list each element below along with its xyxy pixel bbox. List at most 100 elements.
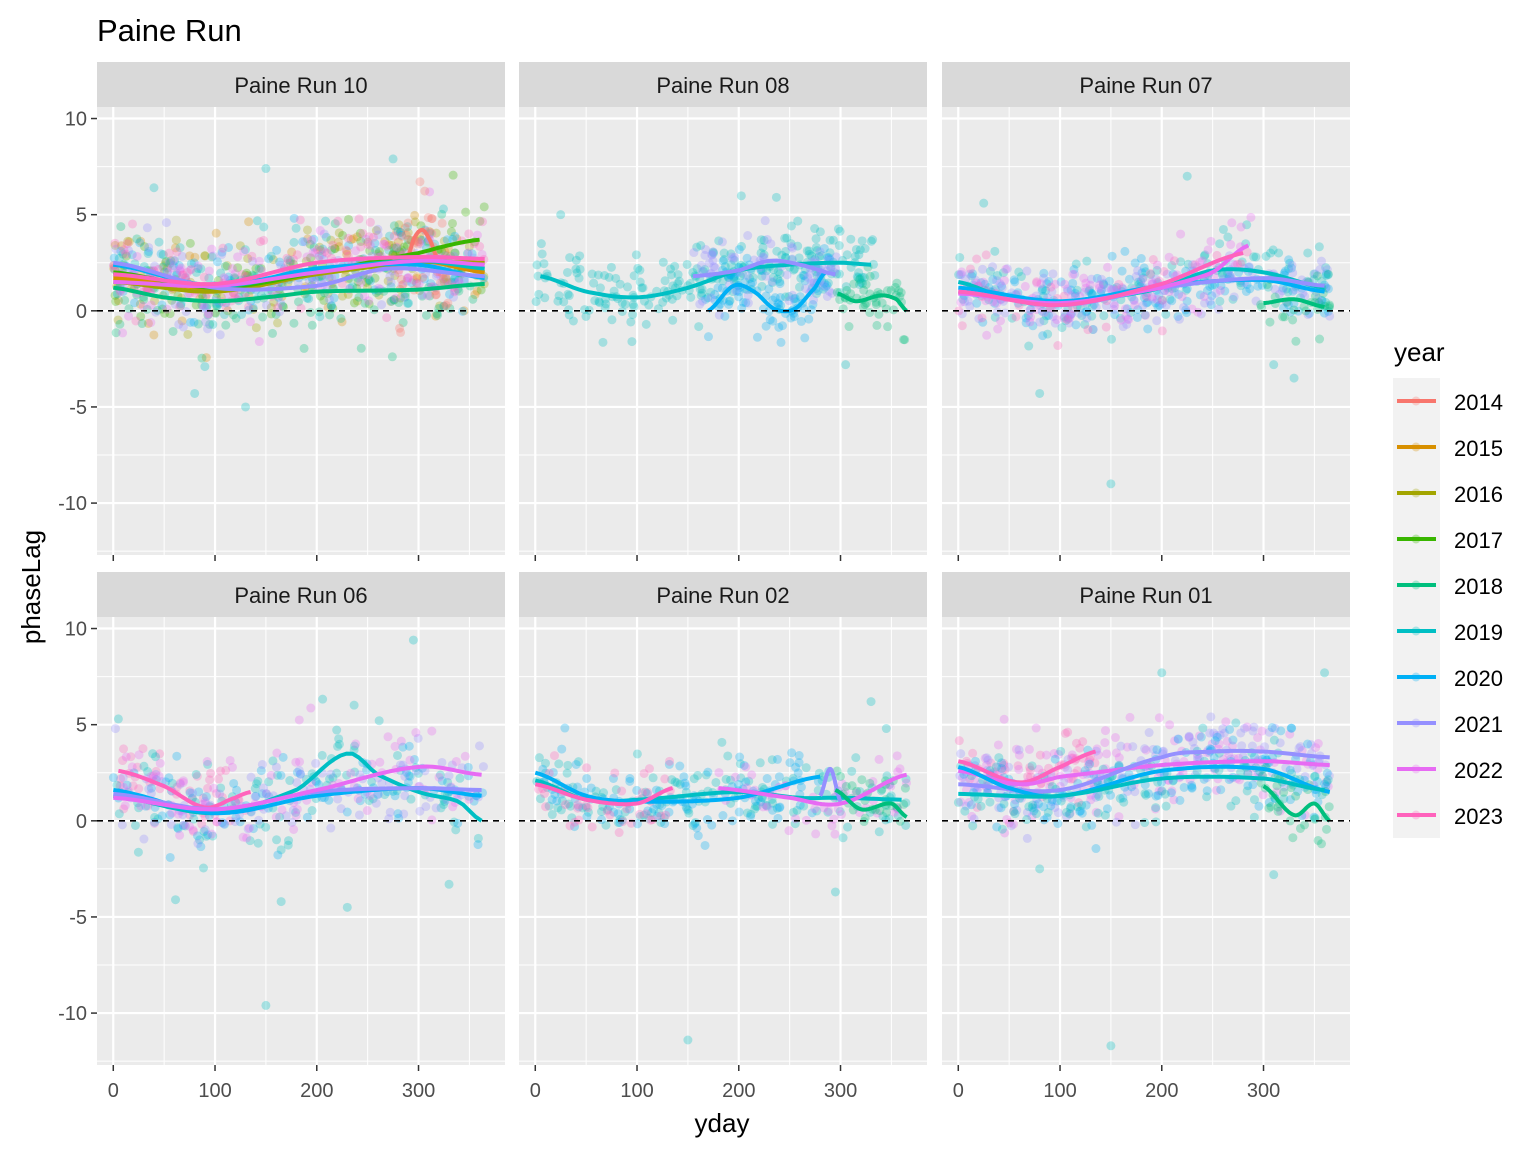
data-point-2019 bbox=[1314, 242, 1324, 252]
data-point-2017 bbox=[479, 202, 489, 212]
data-point-2019 bbox=[594, 296, 604, 306]
data-point-2021 bbox=[995, 279, 1005, 289]
data-point-2021 bbox=[326, 823, 336, 833]
data-point-2019 bbox=[308, 275, 318, 285]
data-point-2019 bbox=[659, 813, 669, 823]
data-point-2014 bbox=[431, 290, 441, 300]
data-point-2020 bbox=[453, 818, 463, 828]
data-point-2015 bbox=[348, 234, 358, 244]
data-point-2017 bbox=[461, 207, 471, 217]
data-point-2020 bbox=[756, 797, 766, 807]
data-point-2022 bbox=[1052, 315, 1062, 325]
data-point-2021 bbox=[185, 265, 195, 275]
data-point-2020 bbox=[1137, 268, 1147, 278]
data-point-2022 bbox=[209, 783, 219, 793]
data-point-2023 bbox=[134, 784, 144, 794]
data-point-2021 bbox=[1248, 726, 1258, 736]
data-point-2017 bbox=[140, 242, 150, 252]
data-point-2022 bbox=[1195, 257, 1205, 267]
outlier-point bbox=[113, 714, 123, 724]
data-point-2020 bbox=[800, 276, 810, 286]
data-point-2019 bbox=[967, 271, 977, 281]
data-point-2018 bbox=[161, 256, 171, 266]
data-point-2018 bbox=[289, 318, 299, 328]
data-point-2019 bbox=[793, 216, 803, 226]
data-point-2017 bbox=[475, 216, 485, 226]
data-point-2019 bbox=[599, 788, 609, 798]
data-point-2019 bbox=[1281, 284, 1291, 294]
data-point-2020 bbox=[572, 782, 582, 792]
data-point-2020 bbox=[1167, 296, 1177, 306]
data-point-2020 bbox=[1042, 279, 1052, 289]
data-point-2018 bbox=[1324, 301, 1334, 311]
data-point-2019 bbox=[777, 250, 787, 260]
data-point-2020 bbox=[1071, 320, 1081, 330]
data-point-2022 bbox=[351, 739, 361, 749]
data-point-2019 bbox=[762, 801, 772, 811]
data-point-2021 bbox=[1152, 316, 1162, 326]
data-point-2019 bbox=[773, 266, 783, 276]
data-point-2023 bbox=[138, 744, 148, 754]
data-point-2023 bbox=[1025, 762, 1035, 772]
data-point-2019 bbox=[635, 811, 645, 821]
data-point-2022 bbox=[1068, 269, 1078, 279]
data-point-2019 bbox=[439, 800, 449, 810]
data-point-2022 bbox=[1228, 741, 1238, 751]
data-point-2020 bbox=[707, 820, 717, 830]
data-point-2020 bbox=[693, 831, 703, 841]
data-point-2022 bbox=[233, 252, 243, 262]
data-point-2018 bbox=[852, 786, 862, 796]
data-point-2018 bbox=[899, 799, 909, 809]
data-point-2019 bbox=[762, 266, 772, 276]
data-point-2021 bbox=[1131, 271, 1141, 281]
data-point-2022 bbox=[993, 324, 1003, 334]
data-point-2021 bbox=[139, 834, 149, 844]
data-point-2018 bbox=[285, 256, 295, 266]
data-point-2018 bbox=[364, 274, 374, 284]
data-point-2019 bbox=[623, 282, 633, 292]
data-point-2020 bbox=[1076, 806, 1086, 816]
data-point-2019 bbox=[1024, 802, 1034, 812]
data-point-2019 bbox=[1115, 793, 1125, 803]
facet-strip bbox=[942, 62, 1350, 107]
data-point-2020 bbox=[1120, 246, 1130, 256]
data-point-2021 bbox=[201, 317, 211, 327]
data-point-2021 bbox=[1184, 731, 1194, 741]
data-point-2020 bbox=[1168, 269, 1178, 279]
data-point-2019 bbox=[564, 799, 574, 809]
data-point-2020 bbox=[1321, 269, 1331, 279]
data-point-2020 bbox=[289, 213, 299, 223]
data-point-2022 bbox=[1000, 828, 1010, 838]
data-point-2020 bbox=[738, 297, 748, 307]
data-point-2022 bbox=[1100, 726, 1110, 736]
data-point-2019 bbox=[847, 766, 857, 776]
data-point-2019 bbox=[729, 273, 739, 283]
data-point-2020 bbox=[560, 723, 570, 733]
data-point-2021 bbox=[1240, 723, 1250, 733]
data-point-2018 bbox=[1312, 271, 1322, 281]
data-point-2018 bbox=[859, 285, 869, 295]
data-point-2016 bbox=[171, 235, 181, 245]
data-point-2018 bbox=[325, 310, 335, 320]
data-point-2023 bbox=[197, 819, 207, 829]
data-point-2019 bbox=[565, 253, 575, 263]
data-point-2020 bbox=[450, 231, 460, 241]
data-point-2019 bbox=[1223, 232, 1233, 242]
data-point-2019 bbox=[1157, 295, 1167, 305]
data-point-2022 bbox=[391, 293, 401, 303]
data-point-2015 bbox=[114, 296, 124, 306]
data-point-2020 bbox=[1303, 739, 1313, 749]
data-point-2019 bbox=[1077, 311, 1087, 321]
data-point-2018 bbox=[877, 298, 887, 308]
data-point-2019 bbox=[404, 298, 414, 308]
data-point-2020 bbox=[968, 269, 978, 279]
data-point-2019 bbox=[635, 265, 645, 275]
data-point-2022 bbox=[1084, 757, 1094, 767]
data-point-2015 bbox=[201, 292, 211, 302]
data-point-2022 bbox=[811, 829, 821, 839]
data-point-2019 bbox=[1009, 806, 1019, 816]
data-point-2023 bbox=[295, 215, 305, 225]
data-point-2021 bbox=[1173, 734, 1183, 744]
data-point-2019 bbox=[842, 250, 852, 260]
data-point-2015 bbox=[470, 290, 480, 300]
